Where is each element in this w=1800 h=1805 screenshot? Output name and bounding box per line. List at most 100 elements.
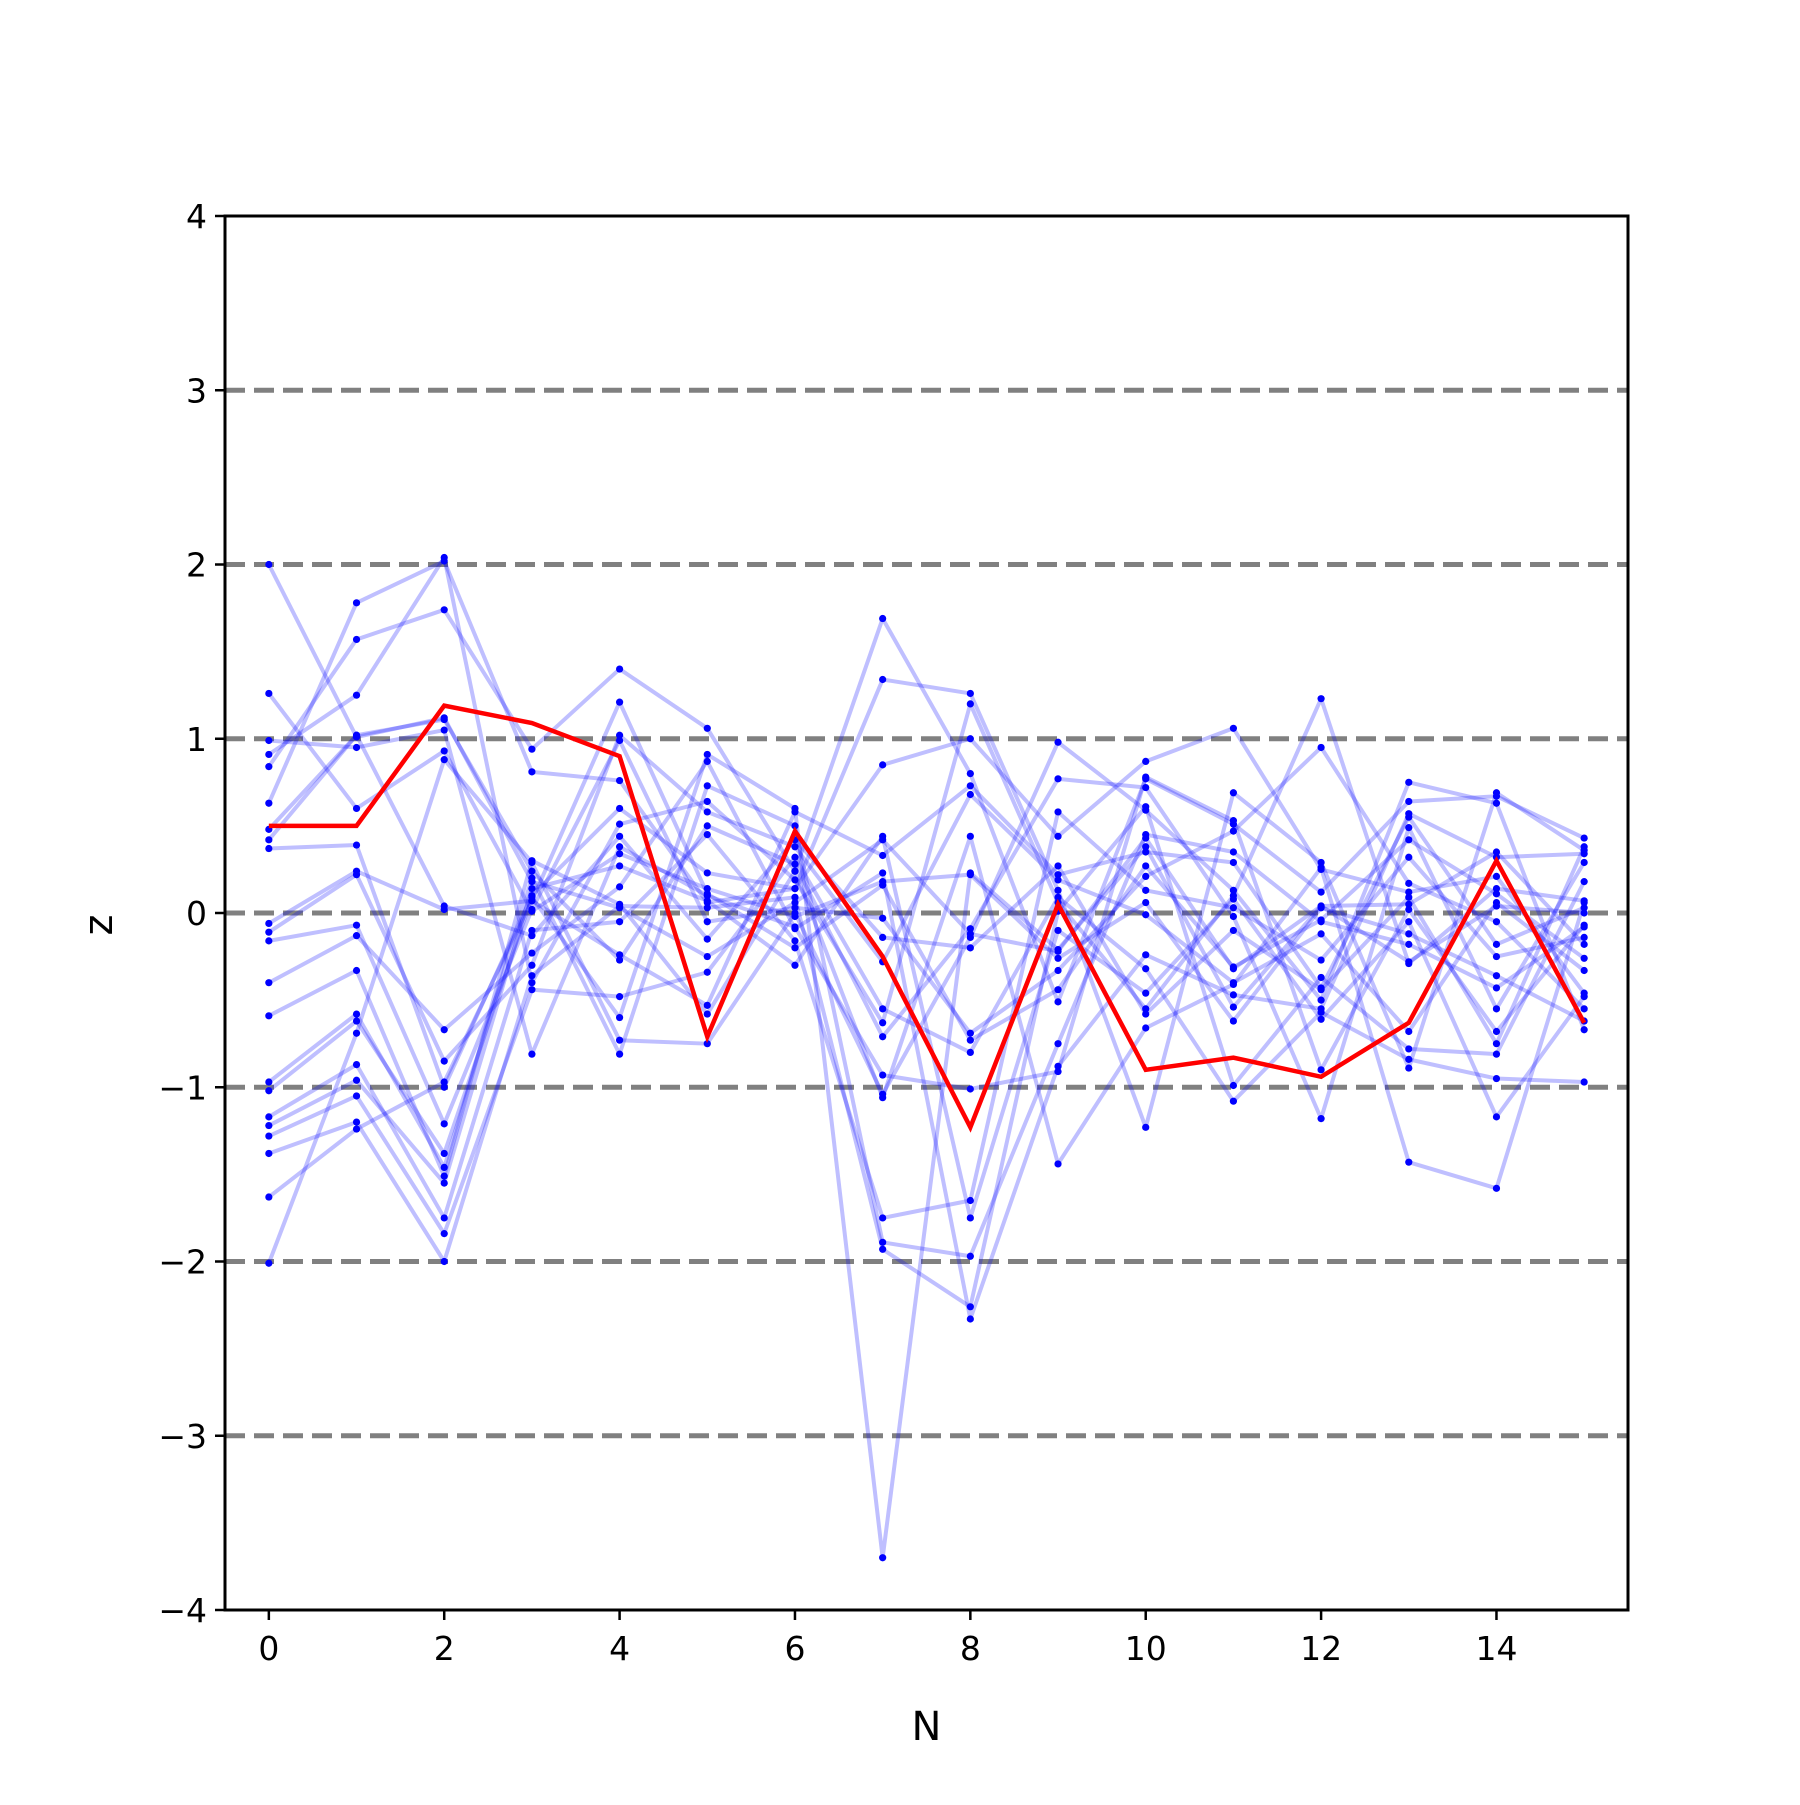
data-point: [1054, 1062, 1062, 1070]
data-point: [791, 944, 799, 952]
data-point: [966, 1036, 974, 1044]
data-point: [615, 1036, 624, 1044]
data-point: [879, 1005, 887, 1013]
data-point: [528, 986, 536, 994]
data-point: [1142, 862, 1150, 870]
data-point: [791, 893, 799, 901]
data-point: [1054, 876, 1062, 884]
series-line: [267, 834, 1586, 1220]
data-point: [1317, 902, 1325, 910]
data-point: [1142, 1010, 1150, 1018]
data-point: [352, 731, 361, 739]
data-point: [1405, 853, 1413, 861]
data-point: [966, 700, 974, 708]
data-point: [265, 979, 273, 987]
data-point: [879, 614, 887, 623]
data-point: [1317, 956, 1325, 964]
data-point: [1054, 945, 1062, 954]
data-point: [879, 1245, 887, 1253]
data-point: [528, 979, 536, 987]
data-point: [352, 841, 361, 849]
data-point: [966, 1085, 974, 1093]
data-point: [440, 1057, 448, 1065]
data-point: [1142, 965, 1150, 973]
data-point: [440, 1230, 448, 1238]
data-point: [352, 691, 361, 699]
data-point: [615, 804, 624, 813]
data-point: [1054, 986, 1062, 994]
data-point: [703, 904, 711, 912]
data-point: [1492, 1005, 1501, 1013]
data-point: [1405, 836, 1413, 844]
x-tick-label: 6: [784, 1629, 805, 1668]
series-line: [267, 733, 1586, 1046]
series-line: [267, 717, 1586, 1121]
data-point: [265, 1132, 273, 1140]
data-point: [1405, 810, 1413, 818]
data-point: [703, 869, 711, 877]
data-point: [265, 1113, 273, 1121]
data-point: [615, 862, 624, 870]
data-point: [1580, 834, 1588, 842]
y-tick-label: −2: [158, 1243, 207, 1282]
data-point: [966, 770, 974, 778]
series-line: [268, 855, 1585, 1236]
data-point: [966, 1029, 974, 1037]
data-point: [879, 1071, 887, 1079]
data-point: [440, 1120, 448, 1128]
data-point: [1492, 1184, 1501, 1192]
data-point: [352, 1125, 361, 1133]
data-point: [966, 832, 974, 840]
data-point: [703, 952, 711, 961]
data-point: [966, 1214, 974, 1222]
data-point: [1405, 1045, 1413, 1053]
data-point: [352, 1017, 361, 1025]
series-line: [266, 740, 1587, 1264]
x-tick-label: 8: [960, 1629, 981, 1668]
data-point: [791, 961, 799, 969]
data-point: [1405, 778, 1413, 786]
data-point: [1492, 1027, 1501, 1036]
x-tick-label: 0: [258, 1629, 279, 1668]
data-point: [1580, 940, 1588, 948]
data-point: [703, 750, 711, 759]
data-point: [1405, 824, 1413, 832]
data-point: [1229, 789, 1238, 797]
data-point: [1054, 998, 1062, 1006]
x-tick-label: 2: [434, 1629, 455, 1668]
data-point: [1405, 1027, 1413, 1036]
data-point: [1405, 893, 1413, 901]
series-line: [268, 738, 1586, 1126]
series-line: [267, 607, 1586, 1004]
data-point: [703, 782, 711, 790]
data-point: [1317, 973, 1325, 982]
data-point: [1054, 954, 1062, 962]
sample-series: [266, 555, 1587, 1560]
data-point: [1492, 940, 1501, 948]
data-point: [1142, 989, 1150, 997]
data-point: [1142, 1024, 1150, 1032]
highlight-series: [268, 703, 1587, 1133]
data-point: [1142, 843, 1150, 851]
data-point: [703, 830, 711, 839]
data-point: [1492, 984, 1501, 992]
y-axis-ticks: −4 −3 −2 −1 0 1 2 3 4: [158, 197, 225, 1630]
data-point: [265, 1121, 273, 1130]
data-point: [966, 689, 974, 698]
data-point: [265, 919, 273, 928]
data-point: [1405, 959, 1413, 968]
data-point: [265, 689, 273, 698]
x-tick-label: 4: [609, 1629, 630, 1668]
series-line: [267, 759, 1585, 1322]
data-point: [1580, 909, 1588, 917]
data-point: [1142, 1123, 1150, 1131]
data-point: [1492, 1040, 1501, 1048]
data-point: [1492, 918, 1501, 926]
data-point: [791, 876, 799, 884]
series-line: [267, 692, 1586, 1024]
data-point: [265, 937, 273, 945]
data-point: [352, 871, 361, 879]
data-point: [1229, 963, 1238, 971]
